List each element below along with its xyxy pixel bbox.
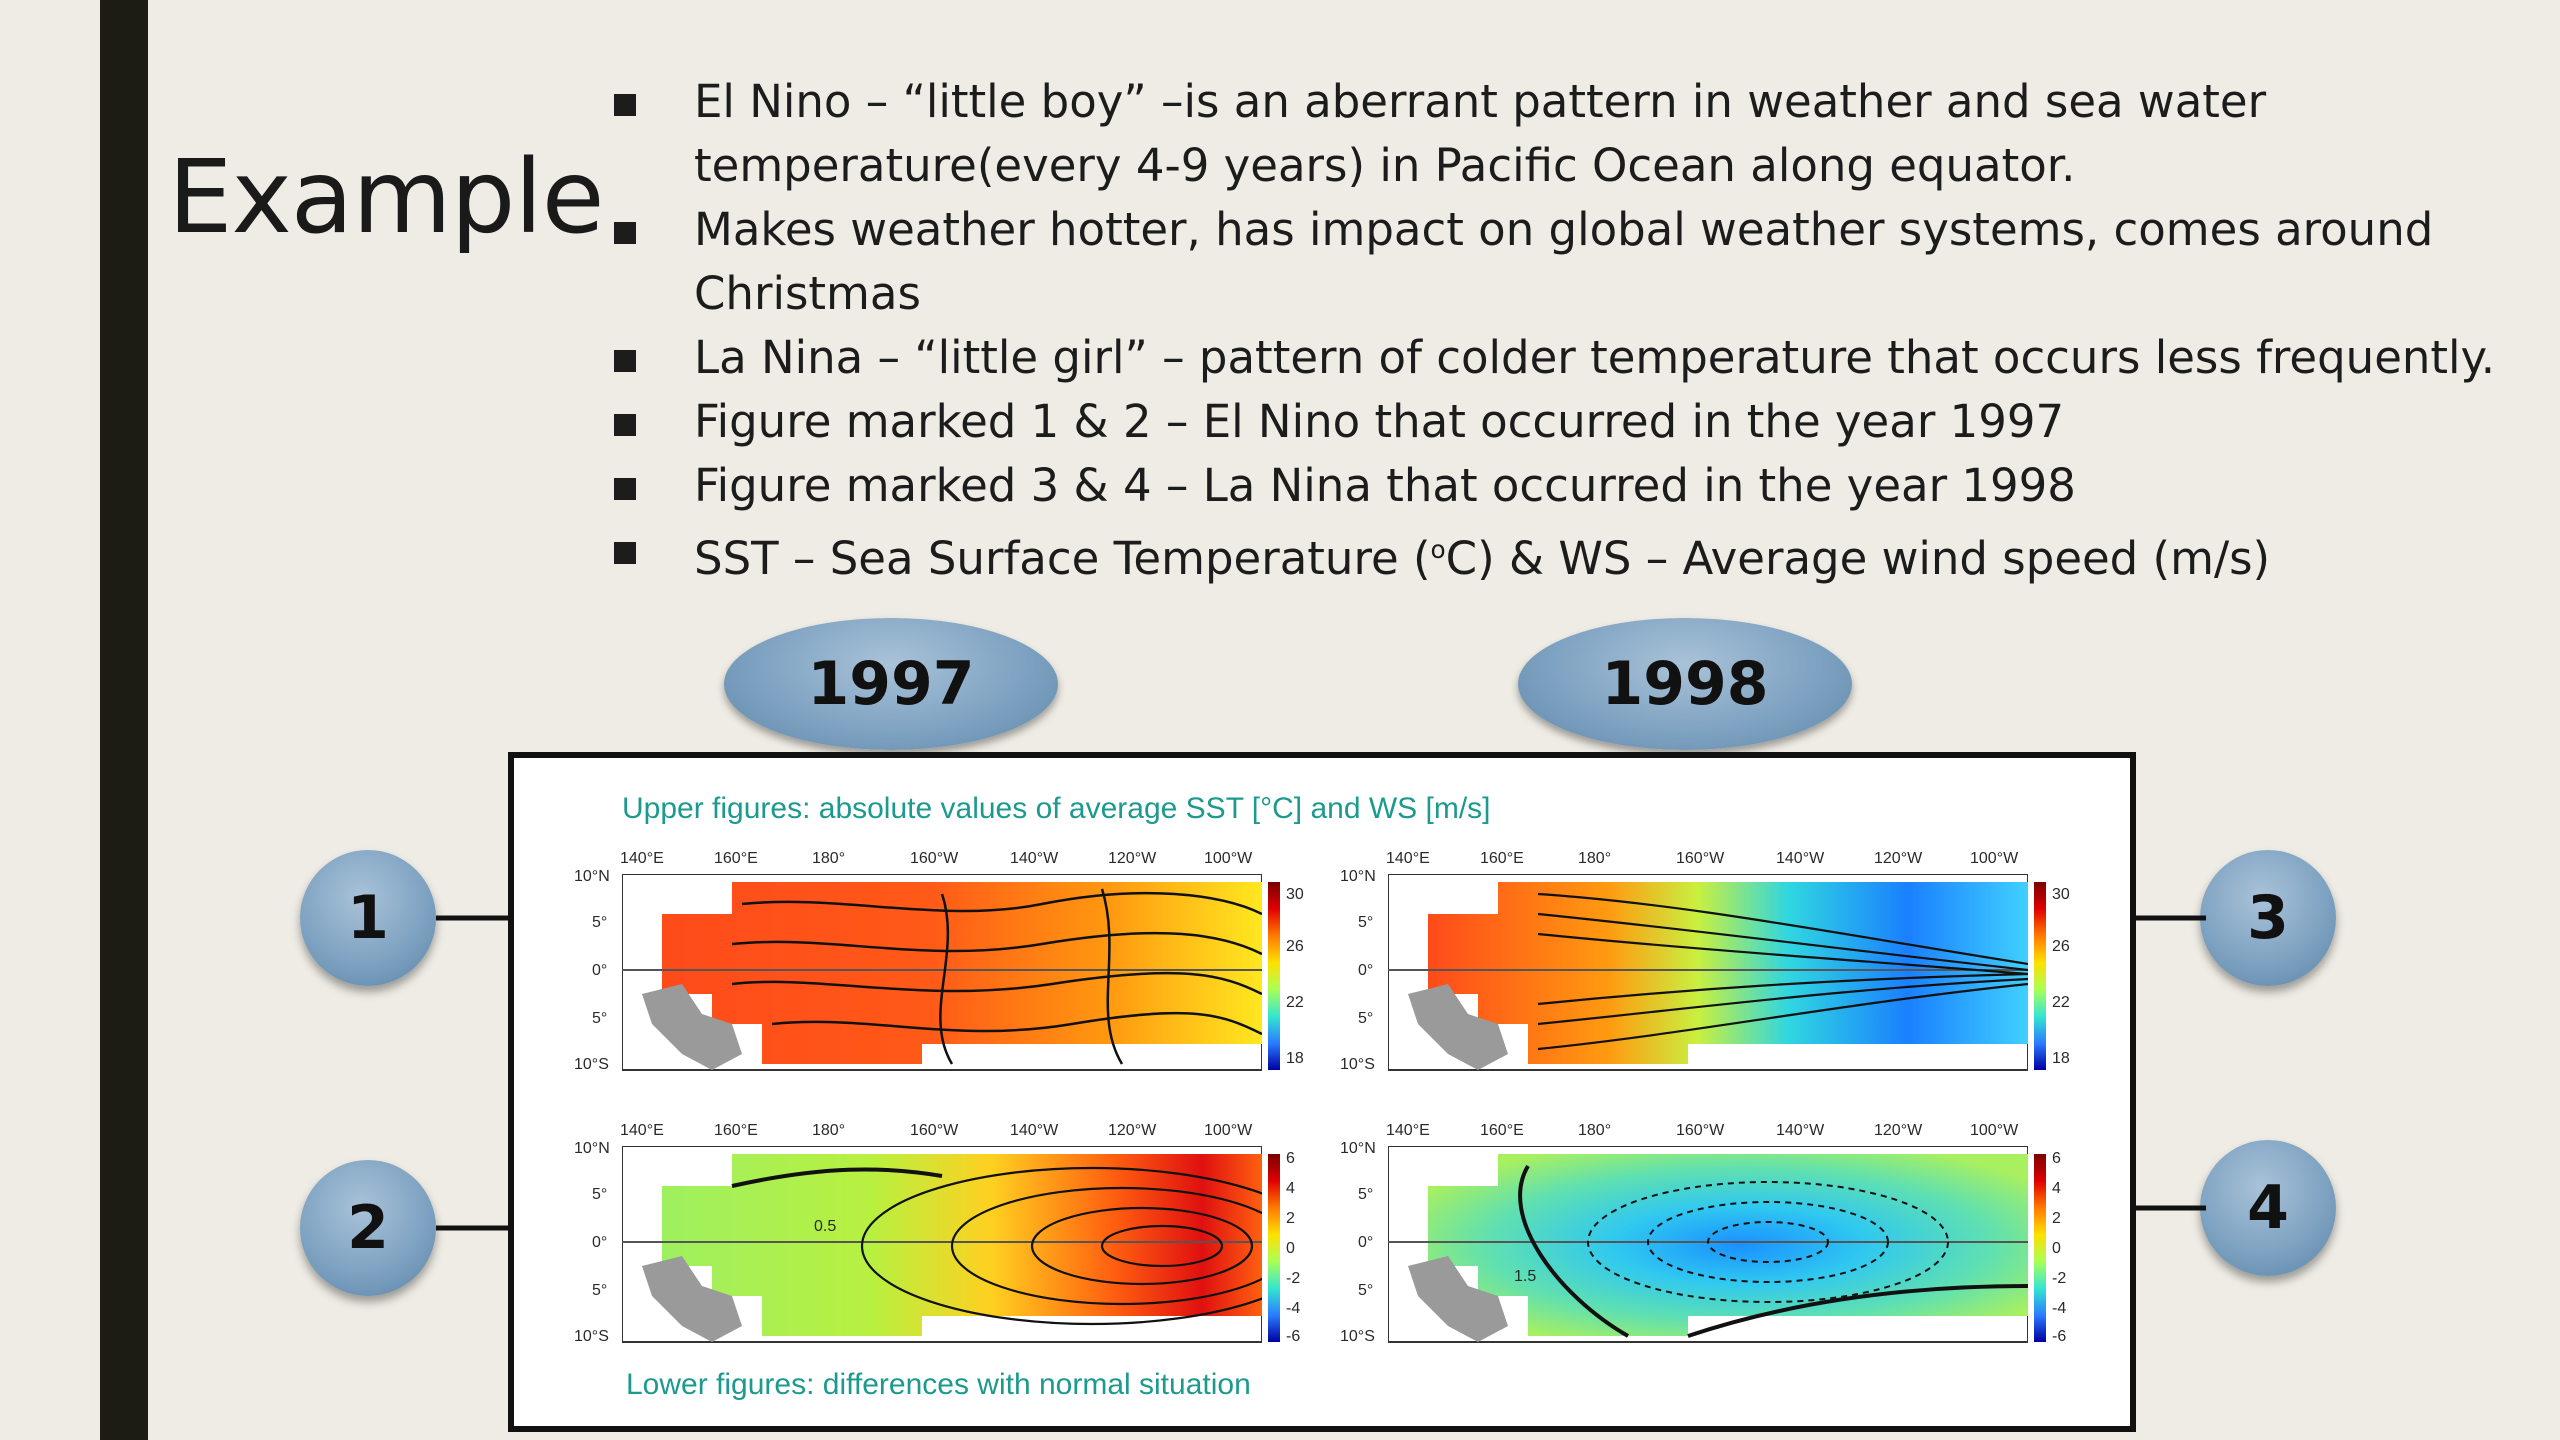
upper-caption: Upper figures: absolute values of averag… bbox=[622, 792, 1491, 825]
bullet-item: SST – Sea Surface Temperature (oC) & WS … bbox=[612, 518, 2512, 591]
contour-label: 1.5 bbox=[1514, 1268, 1537, 1285]
contour-label: 0.5 bbox=[814, 1218, 837, 1235]
bullet-text: Figure marked 1 & 2 – El Nino that occur… bbox=[694, 395, 2065, 448]
map-panel-4: 140°E 160°E 180° 160°W 140°W 120°W 100°W… bbox=[1340, 1122, 2067, 1345]
map-panel-2: 140°E 160°E 180° 160°W 140°W 120°W 100°W… bbox=[574, 1122, 1300, 1345]
bullet-square-icon bbox=[614, 350, 636, 372]
bullet-item: El Nino – “little boy” –is an aberrant p… bbox=[612, 70, 2512, 198]
bullet-text: La Nina – “little girl” – pattern of col… bbox=[694, 331, 2496, 384]
marker-circle-1: 1 bbox=[300, 850, 436, 986]
diff-map-1998 bbox=[1388, 1146, 2028, 1343]
bullet-item: La Nina – “little girl” – pattern of col… bbox=[612, 326, 2512, 390]
climate-figure: Upper figures: absolute values of averag… bbox=[508, 752, 2136, 1432]
diff-map-1997 bbox=[622, 1146, 1262, 1343]
bullet-text: El Nino – “little boy” –is an aberrant p… bbox=[694, 75, 2267, 192]
bullet-list: El Nino – “little boy” –is an aberrant p… bbox=[612, 70, 2512, 591]
bullet-square-icon bbox=[614, 414, 636, 436]
bullet-text: SST – Sea Surface Temperature (oC) & WS … bbox=[694, 532, 2271, 585]
sst-map-1997 bbox=[622, 874, 1262, 1071]
marker-circle-4: 4 bbox=[2200, 1140, 2336, 1276]
bullet-square-icon bbox=[614, 222, 636, 244]
bullet-square-icon bbox=[614, 94, 636, 116]
lower-caption: Lower figures: differences with normal s… bbox=[626, 1368, 1251, 1401]
bullet-item: Makes weather hotter, has impact on glob… bbox=[612, 198, 2512, 326]
sst-map-1998 bbox=[1388, 874, 2028, 1071]
left-accent-bar bbox=[100, 0, 148, 1440]
map-panel-3: 140°E 160°E 180° 160°W 140°W 120°W 100°W… bbox=[1340, 850, 2070, 1073]
bullet-text: Makes weather hotter, has impact on glob… bbox=[694, 203, 2434, 320]
bullet-square-icon bbox=[614, 478, 636, 500]
bullet-text: Figure marked 3 & 4 – La Nina that occur… bbox=[694, 459, 2076, 512]
year-oval-right: 1998 bbox=[1518, 618, 1852, 750]
map-panel-1: 140°E 160°E 180° 160°W 140°W 120°W 100°W… bbox=[574, 850, 1304, 1073]
slide-title: Example bbox=[168, 138, 605, 257]
bullet-square-icon bbox=[614, 542, 636, 564]
marker-circle-2: 2 bbox=[300, 1160, 436, 1296]
marker-circle-3: 3 bbox=[2200, 850, 2336, 986]
bullet-item: Figure marked 1 & 2 – El Nino that occur… bbox=[612, 390, 2512, 454]
year-oval-left: 1997 bbox=[724, 618, 1058, 750]
bullet-item: Figure marked 3 & 4 – La Nina that occur… bbox=[612, 454, 2512, 518]
